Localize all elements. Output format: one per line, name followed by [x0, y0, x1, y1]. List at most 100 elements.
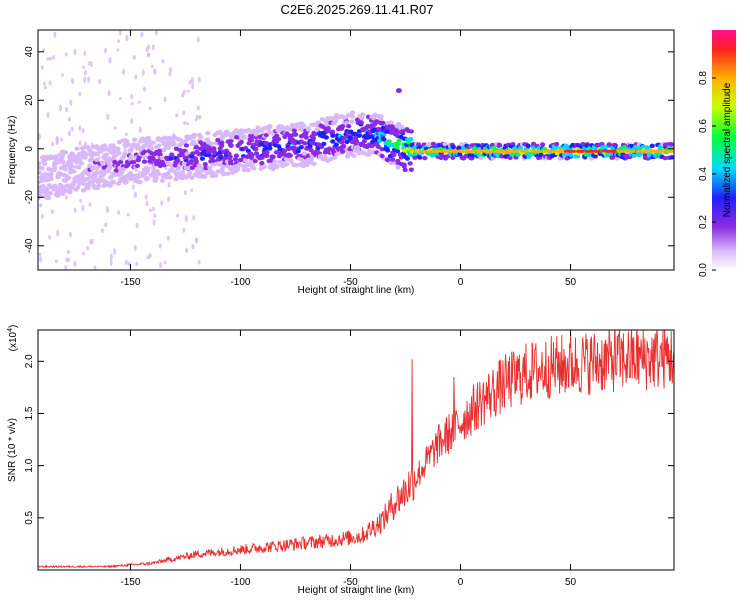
spectrogram-cell [67, 130, 71, 137]
spectrogram-cell [145, 166, 151, 171]
spectrogram-cell [259, 160, 265, 166]
spectrogram-cell [134, 74, 138, 80]
spectrogram-cell [631, 153, 637, 158]
spectrogram-cell [130, 199, 134, 207]
spectrogram-cell [375, 144, 382, 150]
spectrogram-cell [125, 142, 131, 147]
spectrogram-cell [189, 175, 195, 180]
spectrogram-cell [346, 123, 352, 129]
spectrogram-cell [118, 159, 124, 165]
spectrogram-cell [215, 137, 221, 143]
spectrogram-cell [130, 101, 134, 106]
spectrogram-cell [188, 160, 194, 165]
spectrogram-cell [219, 167, 225, 172]
spectrogram-cell [133, 245, 137, 251]
spectrogram-cell [71, 169, 77, 174]
spectrogram-cell [65, 257, 69, 263]
spectrogram-cell [107, 89, 111, 97]
spectrogram-cell [81, 204, 85, 212]
spectrogram-cell [350, 110, 356, 115]
spectrogram-cell [442, 141, 448, 147]
spectrogram-cell [354, 148, 361, 153]
spectrogram-cell [93, 265, 97, 270]
spectrogram-cell [82, 151, 88, 156]
spectrogram-cell [353, 135, 359, 140]
spectrogram-cell [182, 155, 188, 160]
spectrogram-cell [93, 151, 100, 156]
spectrogram-cell [186, 122, 190, 126]
spectrogram-cell [360, 112, 366, 117]
colorbar-label: Normalized spectral amplitude [722, 82, 733, 217]
spectrogram-cell [245, 167, 251, 173]
spectrogram-cell [69, 151, 75, 156]
spectrogram-cell [205, 130, 211, 136]
spectrogram-cell [66, 249, 70, 255]
colorbar-ticks: 0.0 0.2 0.4 0.6 0.8 [698, 71, 716, 277]
spectrogram-cell [219, 140, 225, 145]
spectrogram-cell [385, 148, 391, 153]
spectrogram-cell [349, 114, 356, 119]
spectrogram-cell [82, 65, 86, 69]
spectrogram-cell [48, 56, 52, 61]
spectrogram-cell [68, 231, 72, 238]
spectrogram-cell [215, 169, 221, 174]
spectrogram-cell [89, 157, 95, 162]
spectrogram-cell [360, 150, 366, 155]
spectrogram-cell [267, 123, 273, 129]
spectrogram-cell [366, 152, 372, 157]
spectrogram-cell [85, 171, 91, 176]
spectrogram-x-tick-label: -50 [343, 277, 358, 288]
spectrogram-cell [59, 155, 65, 161]
spectrogram-cell [235, 165, 241, 170]
spectrogram-y-ticks: -40 -20 0 20 40 [24, 46, 674, 253]
spectrogram-cell [91, 183, 97, 189]
spectrogram-cell [119, 103, 123, 109]
spectrogram-cell [134, 163, 140, 169]
spectrogram-cell [87, 76, 91, 83]
spectrogram-cell [158, 243, 162, 249]
spectrogram-cell [171, 141, 177, 147]
spectrogram-cell [164, 166, 168, 171]
spectrogram-cell [84, 176, 90, 182]
spectrogram-cell [333, 142, 339, 147]
spectrogram-cell [264, 153, 270, 158]
spectrogram-cell [140, 31, 144, 38]
spectrogram-cell [303, 135, 309, 140]
spectrogram-cell [197, 259, 201, 265]
spectrogram-cell [119, 201, 123, 208]
spectrogram-cell [248, 151, 254, 156]
spectrogram-cell [196, 36, 200, 43]
snr-y-ticks: 0.5 1.0 1.5 2.0 [24, 354, 674, 525]
spectrogram-cell [126, 213, 130, 217]
spectrogram-cell [78, 79, 82, 86]
spectrogram-cell [608, 152, 614, 157]
spectrogram-cell [137, 179, 143, 185]
spectrogram-cell [137, 100, 141, 104]
spectrogram-ridge-cell [671, 149, 674, 153]
spectrogram-x-ticks: -150 -100 -50 0 50 [120, 30, 577, 288]
spectrogram-cell [157, 152, 163, 157]
spectrogram-cell [159, 155, 165, 161]
spectrogram-cell [99, 160, 105, 165]
spectrogram-cell [144, 176, 150, 181]
spectrogram-cell [196, 105, 200, 111]
snr-y-tick-label: 1.5 [24, 406, 35, 420]
spectrogram-cell [52, 236, 56, 241]
spectrogram-cell [50, 209, 54, 215]
spectrogram-cell [165, 161, 171, 166]
spectrogram-cell [135, 222, 139, 229]
spectrogram-cell [422, 155, 428, 161]
spectrogram-cell [329, 129, 336, 134]
spectrogram-cell [192, 215, 196, 221]
spectrogram-cell [39, 256, 43, 263]
spectrogram-cell [568, 152, 574, 158]
spectrogram-cell [399, 125, 405, 130]
spectrogram-cell [191, 244, 195, 250]
spectrogram-cell [89, 60, 93, 68]
spectrogram-cell [388, 160, 394, 166]
spectrogram-cell [58, 104, 62, 112]
spectrogram-cell [281, 148, 288, 154]
spectrogram-cell [539, 142, 546, 147]
spectrogram-cell [153, 68, 157, 75]
spectrogram-cell [314, 128, 320, 133]
